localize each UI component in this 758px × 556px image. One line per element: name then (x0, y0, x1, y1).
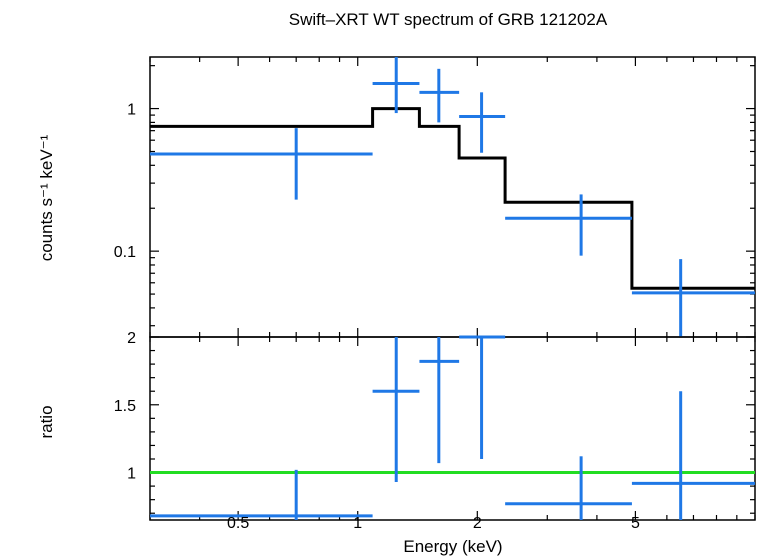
data-point (505, 194, 632, 256)
plot-frame-spectrum (149, 56, 756, 338)
model-step-line (150, 107, 755, 290)
data-point (419, 337, 460, 464)
x-tick-label: 1 (353, 515, 362, 532)
data-point (631, 391, 755, 520)
x-tick-label: 2 (473, 515, 482, 532)
y-axis-title-spectrum: counts s⁻¹ keV⁻¹ (37, 134, 56, 261)
x-tick-label: 0.5 (227, 515, 249, 532)
x-tick-label: 5 (631, 515, 640, 532)
y-tick-label: 1 (127, 466, 136, 483)
y-tick-label: 1.5 (114, 398, 136, 415)
data-point (150, 128, 373, 200)
data-point (631, 259, 755, 337)
plot-frame-ratio (149, 336, 756, 521)
data-point (150, 469, 373, 520)
ratio-panel: 1 1.5 2 0.5 1 2 5 (114, 330, 756, 532)
data-point (505, 456, 632, 520)
y-tick-label: 1 (127, 102, 136, 119)
data-point (459, 92, 506, 153)
chart-title: Swift–XRT WT spectrum of GRB 121202A (289, 10, 608, 29)
data-point (372, 57, 420, 114)
spectrum-panel: 0.11 (114, 56, 756, 338)
data-point (419, 68, 460, 123)
y-tick-label: 2 (127, 330, 136, 347)
data-point (459, 335, 506, 459)
x-axis-title: Energy (keV) (403, 537, 502, 556)
y-axis-title-ratio: ratio (37, 405, 56, 438)
y-tick-label: 0.1 (114, 244, 136, 261)
data-point (372, 337, 420, 483)
